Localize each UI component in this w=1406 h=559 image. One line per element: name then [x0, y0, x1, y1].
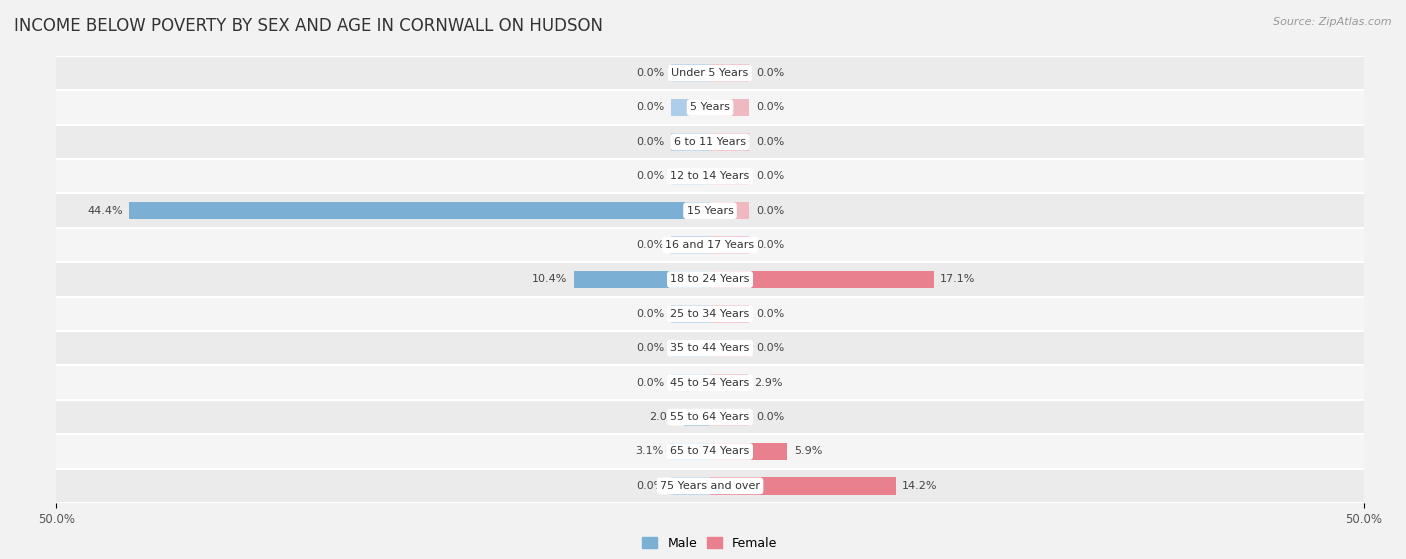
Bar: [671, 133, 710, 150]
Text: 0.0%: 0.0%: [636, 309, 664, 319]
Bar: [56, 125, 1364, 159]
Bar: [710, 236, 749, 254]
Bar: [669, 443, 710, 460]
Bar: [56, 366, 1364, 400]
Text: 0.0%: 0.0%: [636, 240, 664, 250]
Text: 0.0%: 0.0%: [756, 206, 785, 216]
Legend: Male, Female: Male, Female: [637, 532, 783, 555]
Text: 0.0%: 0.0%: [756, 412, 785, 422]
Text: 0.0%: 0.0%: [756, 240, 785, 250]
Text: 75 Years and over: 75 Years and over: [659, 481, 761, 491]
Bar: [710, 443, 787, 460]
Bar: [671, 99, 710, 116]
Text: 45 to 54 Years: 45 to 54 Years: [671, 378, 749, 388]
Text: 10.4%: 10.4%: [531, 274, 568, 285]
Bar: [671, 64, 710, 82]
Bar: [56, 297, 1364, 331]
Bar: [56, 434, 1364, 468]
Text: 0.0%: 0.0%: [636, 378, 664, 388]
Bar: [56, 262, 1364, 297]
Bar: [56, 468, 1364, 503]
Text: 12 to 14 Years: 12 to 14 Years: [671, 171, 749, 181]
Text: 0.0%: 0.0%: [636, 137, 664, 147]
Text: 6 to 11 Years: 6 to 11 Years: [673, 137, 747, 147]
Bar: [671, 236, 710, 254]
Text: 0.0%: 0.0%: [756, 102, 785, 112]
Bar: [56, 331, 1364, 366]
Bar: [56, 400, 1364, 434]
Bar: [56, 193, 1364, 228]
Bar: [671, 374, 710, 391]
Text: 14.2%: 14.2%: [903, 481, 938, 491]
Text: 16 and 17 Years: 16 and 17 Years: [665, 240, 755, 250]
Text: 25 to 34 Years: 25 to 34 Years: [671, 309, 749, 319]
Text: 15 Years: 15 Years: [686, 206, 734, 216]
Text: 44.4%: 44.4%: [87, 206, 122, 216]
Bar: [56, 56, 1364, 91]
Bar: [710, 99, 749, 116]
Bar: [710, 374, 748, 391]
Text: 0.0%: 0.0%: [756, 309, 785, 319]
Bar: [710, 271, 934, 288]
Bar: [671, 477, 710, 495]
Text: 35 to 44 Years: 35 to 44 Years: [671, 343, 749, 353]
Text: 3.1%: 3.1%: [634, 447, 664, 457]
Bar: [710, 477, 896, 495]
Text: 0.0%: 0.0%: [756, 343, 785, 353]
Bar: [129, 202, 710, 219]
Text: Under 5 Years: Under 5 Years: [672, 68, 748, 78]
Text: 17.1%: 17.1%: [941, 274, 976, 285]
Bar: [574, 271, 710, 288]
Text: 0.0%: 0.0%: [756, 137, 785, 147]
Text: 0.0%: 0.0%: [756, 68, 785, 78]
Text: 0.0%: 0.0%: [636, 343, 664, 353]
Bar: [56, 91, 1364, 125]
Text: 0.0%: 0.0%: [756, 171, 785, 181]
Text: 0.0%: 0.0%: [636, 102, 664, 112]
Text: 18 to 24 Years: 18 to 24 Years: [671, 274, 749, 285]
Bar: [710, 202, 749, 219]
Bar: [671, 168, 710, 185]
Text: 5.9%: 5.9%: [794, 447, 823, 457]
Bar: [710, 133, 749, 150]
Text: 2.9%: 2.9%: [755, 378, 783, 388]
Bar: [671, 305, 710, 323]
Bar: [710, 409, 749, 426]
Text: 2.0%: 2.0%: [650, 412, 678, 422]
Bar: [710, 340, 749, 357]
Text: 5 Years: 5 Years: [690, 102, 730, 112]
Text: 0.0%: 0.0%: [636, 481, 664, 491]
Bar: [683, 409, 710, 426]
Bar: [56, 159, 1364, 193]
Bar: [671, 340, 710, 357]
Text: INCOME BELOW POVERTY BY SEX AND AGE IN CORNWALL ON HUDSON: INCOME BELOW POVERTY BY SEX AND AGE IN C…: [14, 17, 603, 35]
Text: Source: ZipAtlas.com: Source: ZipAtlas.com: [1274, 17, 1392, 27]
Text: 55 to 64 Years: 55 to 64 Years: [671, 412, 749, 422]
Text: 65 to 74 Years: 65 to 74 Years: [671, 447, 749, 457]
Text: 0.0%: 0.0%: [636, 171, 664, 181]
Bar: [710, 305, 749, 323]
Text: 0.0%: 0.0%: [636, 68, 664, 78]
Bar: [710, 64, 749, 82]
Bar: [56, 228, 1364, 262]
Bar: [710, 168, 749, 185]
